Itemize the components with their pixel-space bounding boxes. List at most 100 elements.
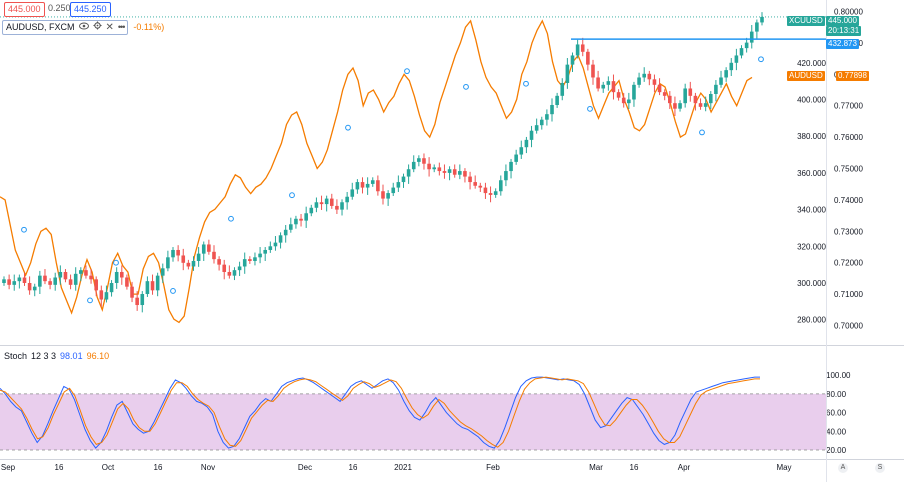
candle-body [749, 31, 754, 43]
candle-body [596, 77, 600, 89]
candle-body [253, 257, 257, 261]
candle-body [642, 73, 647, 78]
candle-body [647, 73, 652, 80]
candle-body [570, 55, 575, 65]
candle-body [703, 103, 708, 107]
stoch-tick-label: 60.00 [826, 409, 847, 418]
candle-body [63, 271, 68, 280]
stoch-band-fill [0, 393, 826, 450]
stoch-tick-label: 80.00 [826, 390, 847, 399]
candle-body [263, 249, 268, 254]
candle-body [17, 277, 22, 282]
candle-body [227, 271, 232, 276]
stoch-params: 12 3 3 [31, 351, 57, 361]
y-right-tick-label: 0.80000 [834, 8, 863, 17]
candle-body [616, 92, 621, 98]
candle-body [135, 297, 139, 306]
candle-body [43, 275, 47, 282]
candle-body [493, 191, 498, 195]
stoch-lines [0, 376, 760, 449]
candle-body [498, 180, 503, 192]
candle-body [2, 279, 6, 283]
candle-body [242, 259, 247, 267]
candle-body [365, 183, 370, 188]
x-tick-label: Feb [486, 463, 500, 472]
candle-body [171, 249, 175, 258]
candle-body [58, 271, 63, 278]
candle-body [734, 55, 739, 63]
level-price-tag: 432.873 [826, 39, 859, 49]
stoch-band [0, 393, 826, 451]
candle-body [340, 202, 344, 210]
ask-price[interactable]: 445.250 [70, 2, 111, 17]
candle-body [68, 279, 73, 285]
candle-body [509, 161, 513, 172]
main-price-tag: 445.000 [826, 16, 859, 26]
candle-body [560, 82, 565, 96]
gear-icon[interactable] [92, 20, 102, 34]
compare-series-line [0, 19, 753, 324]
candle-body [166, 257, 170, 269]
candle-body [273, 242, 278, 247]
y-right-tick-label: 0.76000 [834, 133, 863, 142]
x-tick-label: 16 [349, 463, 358, 472]
stoch-tick-label: 20.00 [826, 446, 847, 455]
candle-body [360, 182, 365, 188]
candle-body [606, 81, 611, 85]
candle-body [294, 218, 298, 225]
close-icon[interactable]: ✕ [105, 21, 114, 33]
x-tick-label: 16 [55, 463, 64, 472]
candle-body [155, 275, 160, 291]
bid-price[interactable]: 445.000 [4, 2, 45, 17]
x-tick-label: 16 [630, 463, 639, 472]
stoch-d-value: 96.10 [86, 351, 110, 361]
candle-body [739, 48, 744, 56]
candle-body [22, 277, 27, 283]
candle-body [411, 161, 416, 170]
candle-body [463, 171, 467, 177]
candle-body [386, 193, 390, 199]
y-right-tick-label: 0.74000 [834, 196, 863, 205]
stoch-title: Stoch [4, 351, 28, 361]
candle-body [401, 176, 406, 183]
more-icon[interactable]: ••• [117, 21, 126, 32]
compare-symbol-box[interactable]: AUDUSD, FXCM ✕ ••• [2, 19, 129, 35]
y-right-tick-label: 0.72000 [834, 259, 863, 268]
auto-scale-button[interactable]: A [838, 463, 848, 473]
candle-body [458, 171, 462, 175]
candle-body [534, 125, 539, 131]
x-tick-label: 16 [154, 463, 163, 472]
candle-body [427, 163, 431, 170]
candle-body [268, 246, 273, 250]
candle-body [678, 103, 682, 109]
candle-body [575, 44, 580, 56]
candle-body [550, 105, 554, 115]
settings-button[interactable]: S [875, 463, 885, 473]
horizontal-level-line [0, 16, 826, 40]
compare-change: -0.11%) [133, 22, 165, 32]
candle-body [755, 22, 759, 32]
candle-body [89, 275, 93, 280]
compare-marker [463, 83, 469, 90]
candle-body [12, 281, 17, 285]
candle-body [278, 235, 283, 243]
candle-body [611, 81, 616, 93]
y-left-tick-label: 340.000 [797, 206, 826, 215]
candle-body [150, 281, 155, 291]
eye-icon[interactable] [78, 21, 89, 34]
y-right-tick-label: 0.77000 [834, 102, 863, 111]
candle-body [381, 191, 385, 199]
compare-marker [699, 129, 705, 136]
candle-body [109, 283, 114, 293]
candle-body [698, 103, 703, 107]
candle-body [632, 84, 636, 100]
candle-body [693, 95, 698, 104]
candle-body [99, 290, 104, 300]
candle-body [48, 281, 52, 285]
candle-body [524, 139, 529, 148]
candle-body [94, 279, 98, 291]
candle-body [350, 189, 355, 197]
candle-body [652, 79, 657, 85]
